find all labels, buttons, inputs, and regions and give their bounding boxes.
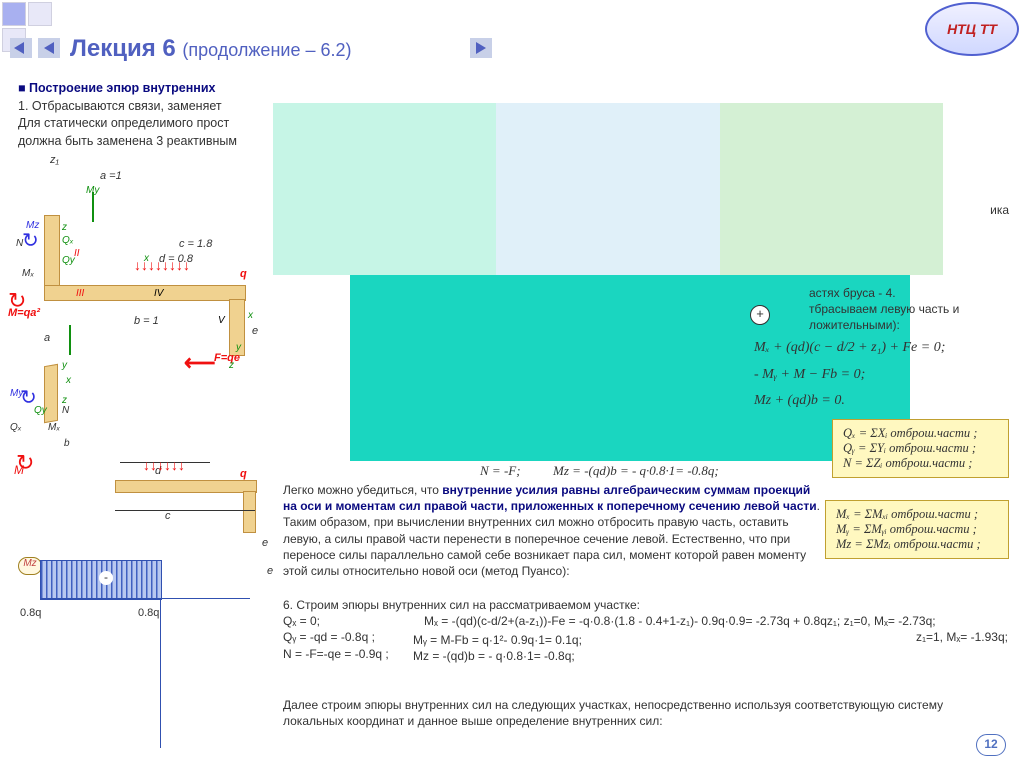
eq-box-forces: Qₓ = ΣXᵢ отброш.части ; Qᵧ = ΣYᵢ отброш.… (832, 419, 1009, 478)
side-hints: ика (869, 200, 1009, 282)
side-fragment: астях бруса - 4. тбрасываем левую часть … (809, 285, 1009, 334)
minus-icon: - (99, 571, 113, 585)
eq-nf: N = -F; Mz = -(qd)b = - q·0.8·1= -0.8q; (480, 463, 719, 479)
mz-epure: Mz - 0.8q 0.8q (20, 545, 260, 600)
shear-left-val: 0.8q (20, 607, 41, 619)
page-title: Лекция 6 (продолжение – 6.2) (70, 35, 351, 63)
nav-first-icon[interactable] (10, 38, 32, 58)
nav-next-icon[interactable] (470, 38, 492, 58)
section-6: 6. Строим эпюры внутренних сил на рассма… (283, 597, 1013, 664)
nav-prev-icon[interactable] (38, 38, 60, 58)
main-paragraph: Легко можно убедиться, что внутренние ус… (283, 482, 823, 579)
label-b: b = 1 (134, 315, 159, 327)
nav-buttons (10, 38, 62, 58)
label-z1: z₁ (50, 154, 59, 166)
plus-icon: + (750, 305, 770, 325)
beam-diagram: z₁ a =1 My Mz N ↻ z Qₓ Mₓ Qy II c = 1.8 … (14, 160, 269, 480)
section-heading: ■ Построение эпюр внутренних (18, 80, 1014, 98)
mz-badge: Mz (18, 557, 42, 575)
label-e: e (252, 325, 258, 337)
label-c: c = 1.8 (179, 238, 212, 250)
label-q: q (240, 268, 247, 280)
page-number: 12 (976, 734, 1006, 756)
color-overlay-top (273, 103, 943, 275)
title-sub: (продолжение – 6.2) (182, 40, 351, 60)
label-a: a =1 (100, 170, 122, 182)
title-main: Лекция 6 (70, 35, 176, 62)
step-6-heading: 6. Строим эпюры внутренних сил на рассма… (283, 597, 1013, 613)
final-paragraph: Далее строим эпюры внутренних сил на сле… (283, 697, 983, 729)
moment-equations: Mₓ + (qd)(c − d/2 + z₁) + Fe = 0; - Mᵧ +… (754, 335, 994, 415)
logo-badge: НТЦ ТТ (925, 2, 1019, 56)
eq-box-moments: Mₓ = ΣMₓᵢ отброш.части ; Mᵧ = ΣMᵧᵢ отбро… (825, 500, 1009, 559)
shear-right-val: 0.8q (138, 607, 159, 619)
label-F: F=qe (214, 352, 240, 364)
label-M: M=qa² (8, 307, 40, 319)
